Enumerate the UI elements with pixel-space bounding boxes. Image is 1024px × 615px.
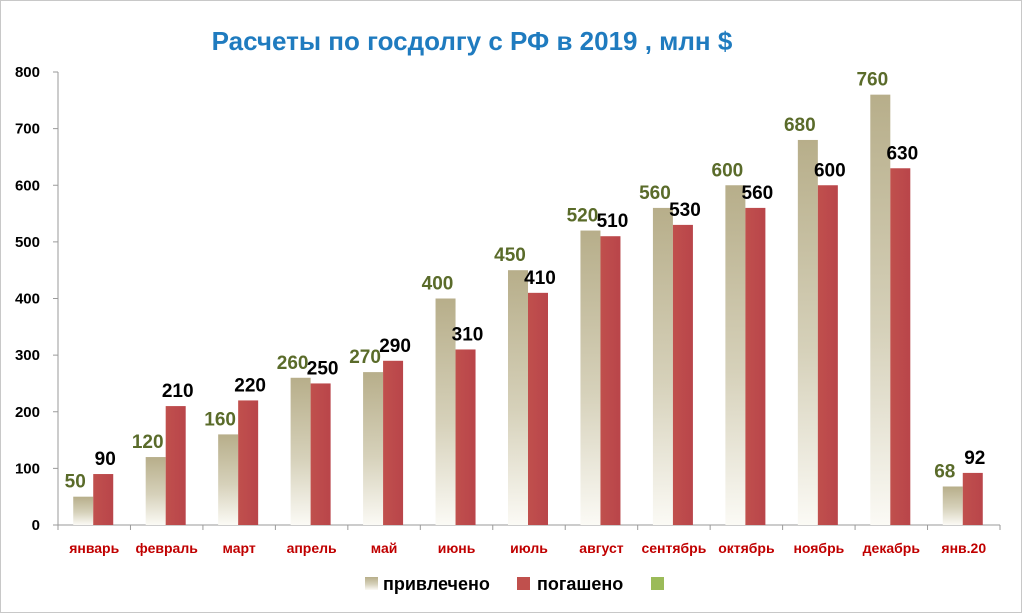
data-label-attracted: 120 <box>132 432 164 453</box>
data-label-attracted: 680 <box>784 115 816 136</box>
data-label-attracted: 600 <box>712 160 744 181</box>
data-label-repaid: 410 <box>524 268 556 289</box>
legend-swatch-attracted <box>365 577 378 590</box>
y-tick-label: 0 <box>32 517 40 534</box>
data-label-attracted: 68 <box>934 461 955 482</box>
y-tick-label: 800 <box>15 64 40 81</box>
data-label-attracted: 450 <box>494 245 526 266</box>
bar-repaid <box>672 224 693 525</box>
x-tick-label: янв.20 <box>941 540 986 556</box>
bar-attracted <box>363 372 384 525</box>
bar-attracted <box>725 185 746 525</box>
bar-attracted <box>218 434 239 525</box>
x-tick-label: декабрь <box>863 540 921 556</box>
bar-repaid <box>165 406 186 525</box>
bar-attracted <box>508 270 528 525</box>
bar-repaid <box>93 474 114 525</box>
legend-label-repaid: погашено <box>537 574 623 594</box>
data-label-repaid: 90 <box>95 449 116 470</box>
data-label-repaid: 250 <box>307 358 339 379</box>
data-label-attracted: 400 <box>422 274 454 295</box>
data-label-attracted: 50 <box>65 472 86 493</box>
legend: привлечено погашено <box>365 574 664 594</box>
y-tick-label: 500 <box>15 234 40 251</box>
y-axis: 0 100 200 300 400 500 600 700 800 <box>15 64 59 534</box>
data-label-repaid: 92 <box>964 448 985 469</box>
x-tick-label: январь <box>69 540 119 556</box>
data-label-repaid: 600 <box>814 160 846 181</box>
data-label-attracted: 520 <box>567 206 599 227</box>
data-label-repaid: 630 <box>886 143 918 164</box>
bar-attracted <box>435 298 456 525</box>
data-label-repaid: 510 <box>597 211 629 232</box>
bar-repaid <box>890 168 911 525</box>
bar-repaid <box>817 185 838 525</box>
data-label-repaid: 210 <box>162 381 194 402</box>
data-label-repaid: 530 <box>669 200 701 221</box>
bar-repaid <box>745 207 766 525</box>
legend-label-attracted: привлечено <box>383 574 490 594</box>
data-label-attracted: 260 <box>277 353 309 374</box>
bar-attracted <box>652 207 673 525</box>
x-tick-label: октябрь <box>718 540 775 556</box>
data-label-attracted: 760 <box>856 70 888 91</box>
legend-swatch-extra <box>651 577 664 590</box>
x-tick-label: июнь <box>438 540 476 556</box>
bar-attracted <box>580 230 601 526</box>
x-tick-label: февраль <box>136 540 199 556</box>
data-label-repaid: 220 <box>234 375 266 396</box>
y-tick-label: 200 <box>15 404 40 421</box>
y-tick-label: 600 <box>15 177 40 194</box>
y-tick-label: 700 <box>15 121 40 138</box>
data-label-repaid: 310 <box>452 324 484 345</box>
bar-repaid <box>962 472 983 525</box>
y-tick-label: 400 <box>15 291 40 308</box>
x-tick-label: март <box>223 540 256 556</box>
x-tick-label: май <box>371 540 398 556</box>
x-tick-label: август <box>579 540 623 556</box>
bars <box>73 94 983 526</box>
x-tick-label: июль <box>510 540 548 556</box>
bar-repaid <box>383 360 404 525</box>
bar-repaid <box>310 383 331 525</box>
bar-repaid <box>238 400 259 525</box>
bar-attracted <box>73 496 94 525</box>
data-label-repaid: 290 <box>379 336 411 357</box>
bar-repaid <box>600 236 621 525</box>
bar-attracted <box>290 377 311 525</box>
chart-title: Расчеты по госдолгу с РФ в 2019 , млн $ <box>212 26 733 56</box>
x-tick-label: сентябрь <box>641 540 706 556</box>
bar-repaid <box>528 292 548 525</box>
data-label-attracted: 160 <box>204 409 236 430</box>
x-axis: январь февраль март апрель май июнь июль август… <box>57 524 1001 556</box>
data-label-attracted: 560 <box>639 183 671 204</box>
bar-attracted <box>870 94 891 526</box>
y-tick-label: 100 <box>15 460 40 477</box>
x-tick-label: ноябрь <box>793 540 844 556</box>
legend-swatch-repaid <box>517 577 530 590</box>
x-tick-label: апрель <box>287 540 337 556</box>
y-tick-label: 300 <box>15 347 40 364</box>
bar-attracted <box>797 139 818 525</box>
bar-repaid <box>455 349 476 525</box>
bar-attracted <box>942 486 963 525</box>
data-label-attracted: 270 <box>349 347 381 368</box>
bar-attracted <box>145 457 166 525</box>
data-label-repaid: 560 <box>742 183 774 204</box>
